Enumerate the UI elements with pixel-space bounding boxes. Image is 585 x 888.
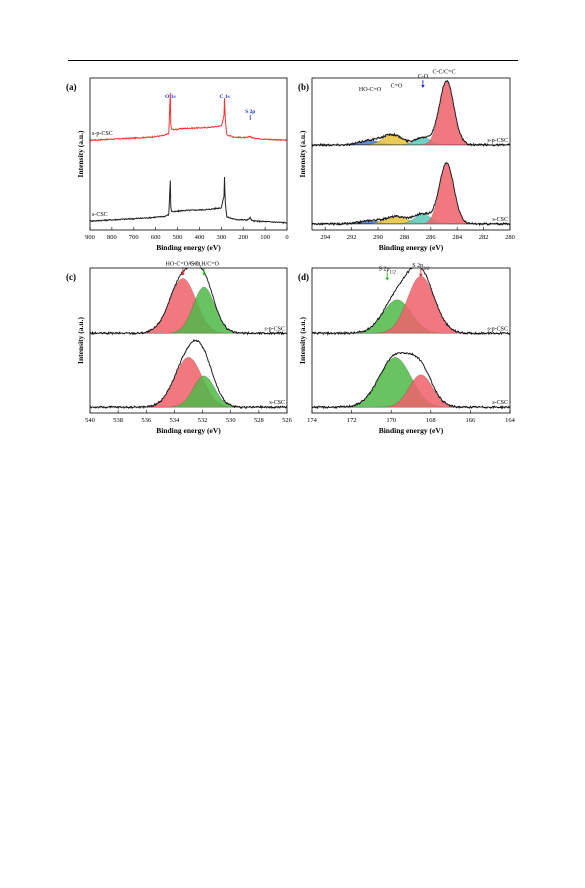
y-axis-label: Intensity (a.u.)	[298, 317, 307, 364]
x-tick-label: 600	[151, 234, 161, 241]
x-tick-label: 0	[285, 234, 288, 241]
peak-annotation: HO-C=O/C-O	[166, 262, 201, 268]
y-axis-label: Intensity (a.u.)	[76, 130, 85, 177]
series-label: s-p-CSC	[487, 138, 508, 144]
x-tick-label: 174	[307, 417, 318, 424]
peak-annotation: C=O	[391, 84, 403, 90]
plot-area	[90, 268, 287, 410]
x-tick-label: 170	[386, 417, 396, 424]
peak-component	[312, 162, 510, 225]
plot-area	[312, 268, 510, 410]
x-axis-label: Binding energy (eV)	[156, 243, 221, 252]
x-tick-label: 400	[195, 234, 205, 241]
x-tick-label: 300	[216, 234, 226, 241]
x-tick-label: 528	[254, 417, 264, 424]
x-axis-label: Binding energy (eV)	[379, 426, 444, 435]
x-tick-label: 292	[347, 234, 357, 241]
x-tick-label: 288	[400, 234, 410, 241]
y-axis-label: Intensity (a.u.)	[76, 317, 85, 364]
plot-frame	[89, 77, 288, 231]
fit-envelope	[90, 268, 287, 334]
plot-area	[90, 92, 287, 225]
raw-spectrum	[312, 162, 510, 227]
x-tick-label: 280	[505, 234, 515, 241]
series-label: s-p-CSC	[487, 326, 508, 332]
x-axis-label: Binding energy (eV)	[156, 426, 221, 435]
series-label: s-p-CSC	[264, 326, 285, 332]
series-line-s-CSC	[90, 176, 287, 225]
panel-label: (c)	[66, 272, 76, 282]
plot-frame	[311, 267, 511, 414]
x-tick-label: 168	[426, 417, 436, 424]
x-tick-label: 532	[198, 417, 208, 424]
x-tick-label: 100	[260, 234, 270, 241]
annotation-arrowhead	[419, 273, 423, 277]
peak-annotation: C-O	[418, 74, 429, 80]
x-tick-label: 536	[141, 417, 152, 424]
x-tick-label: 534	[170, 417, 181, 424]
x-tick-label: 284	[452, 234, 463, 241]
peak-component	[312, 275, 510, 334]
fit-envelope	[90, 340, 287, 408]
raw-spectrum	[312, 351, 510, 410]
annotation-arrowhead	[181, 272, 185, 276]
fit-envelope	[312, 352, 510, 408]
annotation-arrowhead	[421, 85, 425, 89]
peak-annotation: O 1s	[165, 94, 176, 100]
raw-spectrum	[312, 79, 510, 148]
panel-label: (b)	[298, 82, 309, 92]
x-tick-label: 540	[85, 417, 95, 424]
series-label: s-CSC	[269, 400, 285, 406]
x-tick-label: 538	[113, 417, 123, 424]
x-axis-label: Binding energy (eV)	[379, 243, 444, 252]
panel-b: s-p-CSC s-CSC HO-C=O C=O C-OC-C/C=C 294 292 290…	[298, 70, 515, 252]
peak-annotation: HO-C=O	[359, 87, 382, 93]
panel-label: (d)	[298, 272, 309, 282]
peak-component	[312, 80, 510, 146]
panel-a: s-p-CSC s-CSC O 1s C 1s S 2p 900 800 700 600 500 4…	[66, 77, 289, 252]
fit-envelope	[312, 80, 510, 146]
x-tick-label: 800	[107, 234, 117, 241]
x-tick-label: 172	[347, 417, 357, 424]
x-tick-label: 500	[173, 234, 183, 241]
annotation-arrowhead	[202, 272, 206, 276]
y-axis-label: Intensity (a.u.)	[298, 130, 307, 177]
panel-d: s-p-CSC s-CSC S 2p1/2 S 2p3/2 174 172 170 168 16…	[298, 263, 516, 435]
plot-area	[312, 79, 510, 227]
annotation-arrowhead	[385, 277, 390, 281]
raw-spectrum	[90, 268, 287, 336]
series-label: s-p-CSC	[92, 131, 113, 137]
series-line-s-p-CSC	[90, 92, 287, 142]
header-rule	[68, 60, 518, 61]
series-label: s-CSC	[492, 400, 508, 406]
x-tick-label: 282	[479, 234, 489, 241]
x-tick-label: 700	[129, 234, 139, 241]
x-tick-label: 900	[85, 234, 95, 241]
x-tick-label: 294	[320, 234, 331, 241]
x-tick-label: 164	[505, 417, 516, 424]
peak-annotation: S 2p1/2	[379, 267, 397, 276]
x-tick-label: 290	[373, 234, 383, 241]
x-tick-label: 286	[426, 234, 437, 241]
fit-envelope	[312, 162, 510, 225]
peak-annotation: S 2p	[245, 109, 255, 115]
plot-frame	[311, 77, 511, 231]
series-label: s-CSC	[492, 217, 508, 223]
peak-annotation: S 2p3/2	[412, 263, 430, 272]
panel-label: (a)	[66, 82, 77, 92]
x-tick-label: 526	[282, 417, 293, 424]
x-tick-label: 200	[238, 234, 248, 241]
x-tick-label: 530	[226, 417, 236, 424]
series-label: s-CSC	[92, 212, 108, 218]
peak-annotation: C-C/C=C	[432, 70, 455, 76]
x-tick-label: 166	[466, 417, 477, 424]
plot-frame	[89, 267, 288, 414]
peak-annotation: C 1s	[219, 94, 229, 100]
fit-envelope	[312, 268, 510, 334]
